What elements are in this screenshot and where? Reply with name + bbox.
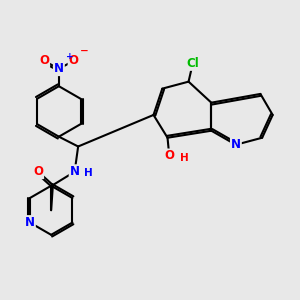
Text: O: O xyxy=(164,149,174,163)
Text: +: + xyxy=(65,52,73,61)
Text: H: H xyxy=(180,153,188,163)
Text: O: O xyxy=(39,55,49,68)
Text: N: N xyxy=(25,216,35,229)
Text: N: N xyxy=(231,138,241,151)
Text: N: N xyxy=(54,62,64,75)
Text: N: N xyxy=(70,165,80,178)
Text: O: O xyxy=(33,165,43,178)
Text: O: O xyxy=(69,55,79,68)
Text: H: H xyxy=(85,168,93,178)
Text: −: − xyxy=(80,46,88,56)
Text: Cl: Cl xyxy=(186,57,199,70)
